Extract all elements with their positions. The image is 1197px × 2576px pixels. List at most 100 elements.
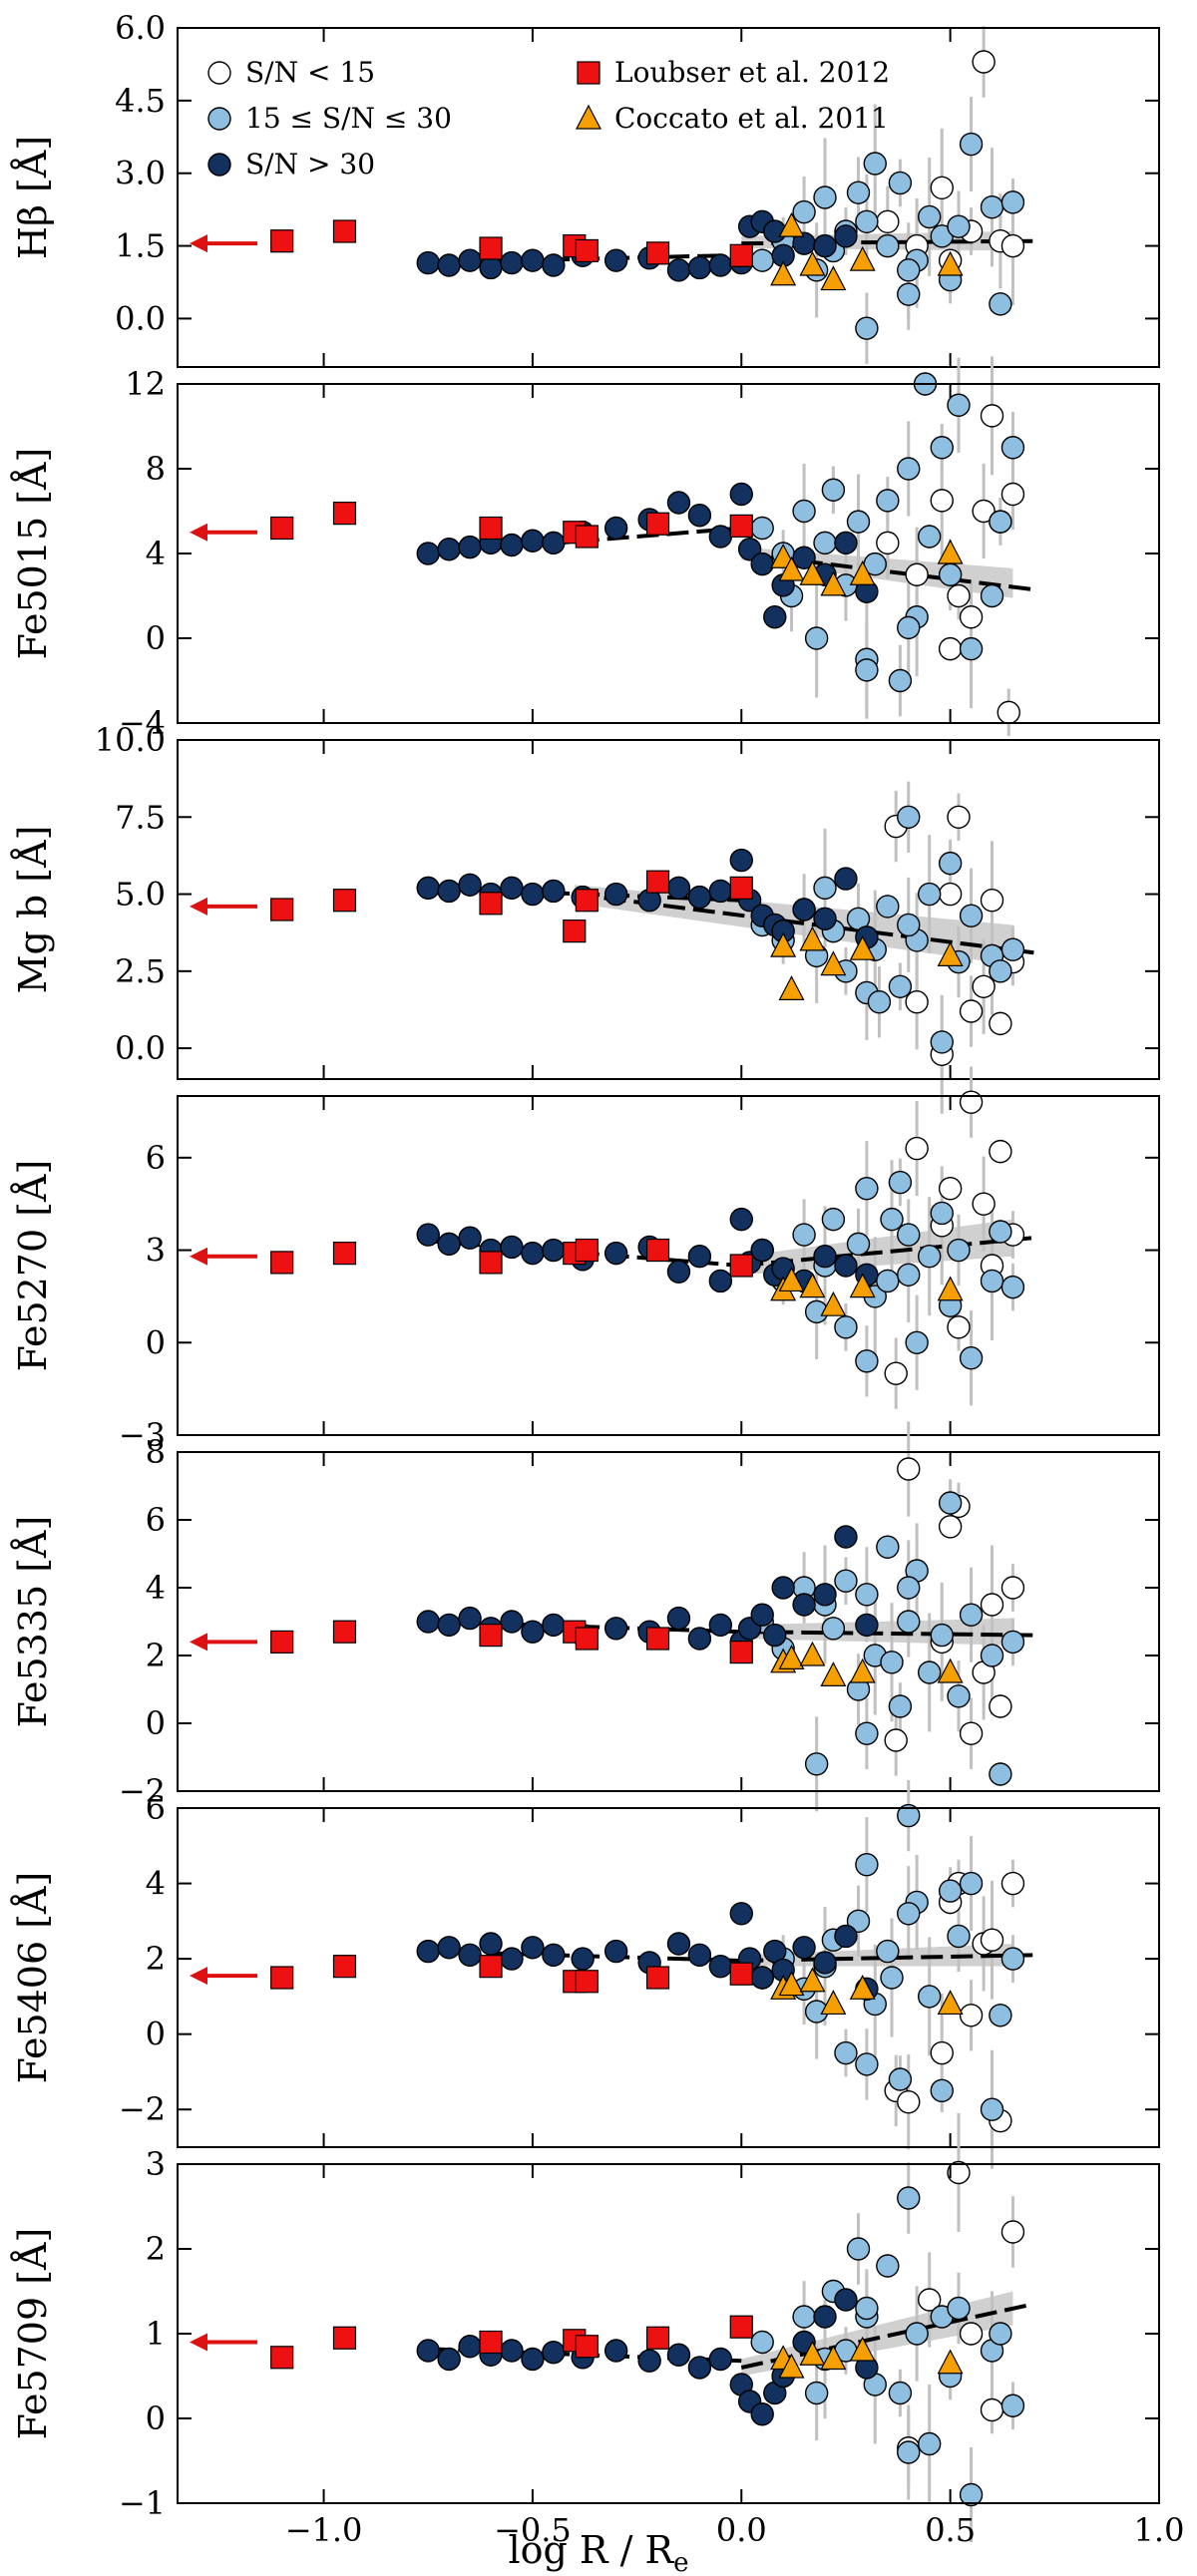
arrow-head — [190, 1247, 207, 1266]
y-tick-label: 0.0 — [115, 299, 166, 337]
point-snr-high — [416, 542, 440, 565]
point-loubser — [645, 1238, 670, 1263]
point-snr-high — [437, 1936, 461, 1960]
point-snr-high — [666, 1932, 691, 1956]
point-loubser — [575, 1970, 598, 1994]
point-snr-high — [479, 255, 503, 280]
fit-band — [574, 885, 1013, 965]
point-coccato — [937, 2349, 964, 2375]
point-snr-mid — [855, 2052, 879, 2076]
point-snr-mid — [876, 233, 900, 258]
point-snr-low — [1000, 482, 1025, 507]
point-snr-low — [980, 2397, 1004, 2422]
point-snr-high — [792, 546, 816, 569]
point-snr-high — [637, 2349, 661, 2373]
point-snr-high — [603, 882, 628, 907]
x-tick-label: −0.5 — [494, 2511, 572, 2549]
point-snr-mid — [855, 1852, 879, 1877]
y-tick-label: 10.0 — [95, 721, 166, 759]
y-axis-title: Fe5709 [Å] — [11, 2228, 55, 2440]
point-snr-mid — [888, 668, 913, 693]
point-snr-low — [947, 2160, 971, 2185]
point-snr-low — [959, 2004, 984, 2027]
point-snr-mid — [876, 1269, 900, 1293]
point-coccato — [849, 2336, 876, 2362]
point-snr-high — [479, 1932, 503, 1956]
point-snr-low — [938, 882, 963, 907]
point-snr-mid — [880, 1966, 904, 1990]
point-snr-high — [708, 1954, 733, 1979]
legend-label-coccato: Coccato et al. 2011 — [614, 102, 889, 135]
point-snr-high — [521, 1936, 545, 1960]
point-snr-mid — [821, 478, 846, 502]
point-snr-mid — [855, 658, 879, 682]
point-snr-low — [972, 1192, 996, 1216]
y-axis-title: Fe5406 [Å] — [11, 1872, 55, 2084]
point-snr-mid — [938, 562, 963, 586]
point-snr-mid — [897, 1576, 921, 1600]
point-snr-low — [989, 1011, 1012, 1036]
arrow-head — [190, 234, 207, 253]
point-snr-mid — [1000, 1275, 1025, 1299]
point-coccato — [770, 931, 797, 957]
y-tick-label: −4 — [119, 704, 166, 742]
point-loubser — [645, 1627, 670, 1651]
point-loubser — [645, 2326, 670, 2350]
y-tick-label: 0.0 — [115, 1029, 166, 1067]
point-loubser — [332, 1242, 357, 1266]
point-snr-mid — [834, 1569, 858, 1593]
point-coccato — [849, 1273, 876, 1298]
point-loubser — [575, 238, 598, 263]
point-loubser — [479, 2330, 503, 2355]
point-snr-high — [666, 2343, 691, 2367]
point-snr-mid — [959, 1871, 984, 1896]
point-snr-high — [521, 529, 545, 552]
point-snr-high — [792, 1593, 816, 1617]
point-snr-mid — [980, 195, 1004, 219]
point-loubser — [729, 876, 753, 900]
point-snr-high — [603, 1617, 628, 1641]
point-snr-mid — [876, 489, 900, 513]
point-snr-low — [1000, 1871, 1025, 1896]
point-loubser — [729, 1962, 753, 1986]
point-loubser — [645, 1966, 670, 1990]
point-coccato — [820, 1661, 847, 1687]
point-snr-low — [938, 1515, 963, 1539]
point-snr-mid — [980, 2097, 1004, 2121]
point-snr-high — [708, 2347, 733, 2372]
point-snr-mid — [938, 851, 963, 876]
point-snr-high — [687, 1943, 712, 1968]
point-snr-mid — [834, 1315, 858, 1339]
point-coccato — [799, 925, 826, 951]
point-coccato — [849, 1657, 876, 1683]
point-coccato — [778, 1971, 805, 1997]
point-snr-low — [938, 636, 963, 661]
point-snr-high — [687, 2356, 712, 2380]
point-snr-high — [500, 1947, 524, 1971]
point-snr-low — [884, 1728, 908, 1752]
y-tick-label: 4 — [146, 535, 166, 572]
point-snr-high — [729, 848, 753, 873]
point-snr-mid — [918, 204, 942, 229]
point-snr-mid — [897, 1610, 921, 1634]
panel-frame — [177, 739, 1160, 1080]
point-snr-high — [687, 504, 712, 528]
point-loubser — [729, 1640, 753, 1664]
point-snr-high — [792, 898, 816, 921]
y-tick-label: 4.5 — [115, 82, 166, 120]
point-snr-low — [918, 2288, 942, 2312]
point-snr-high — [813, 1583, 837, 1607]
point-loubser — [332, 2326, 357, 2350]
point-snr-mid — [813, 876, 837, 901]
point-snr-mid — [792, 499, 816, 524]
point-snr-mid — [959, 132, 984, 157]
point-snr-high — [458, 248, 482, 272]
y-tick-label: −2 — [119, 2090, 166, 2128]
point-snr-mid — [863, 152, 887, 176]
point-coccato — [820, 950, 847, 976]
point-snr-high — [834, 2288, 858, 2312]
point-loubser — [479, 1955, 503, 1979]
point-coccato — [937, 1276, 964, 1301]
arrow-head — [190, 1633, 207, 1652]
